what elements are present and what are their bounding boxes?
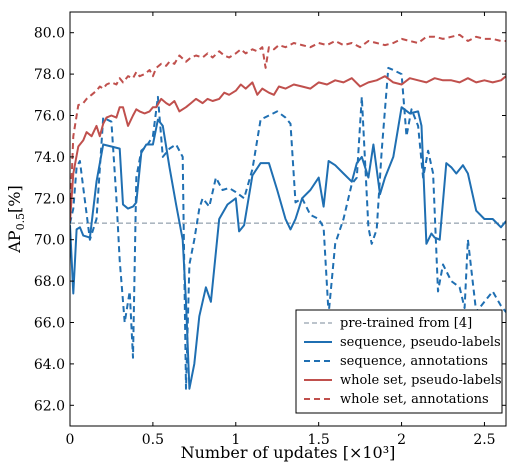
y-axis-title-unit: [%] [5, 185, 24, 213]
x-axis-title: Number of updates [×10³] [181, 443, 396, 462]
series-line-4 [70, 75, 506, 222]
x-tick-label: 2.5 [473, 432, 495, 448]
legend-label-5: whole set, annotations [340, 392, 489, 407]
legend-label-1: pre-trained from [4] [340, 316, 472, 331]
y-tick-label: 62.0 [34, 398, 65, 414]
y-axis-title-main: AP [5, 230, 24, 254]
plot-area-frame [69, 11, 507, 427]
x-tick-label: 1.5 [308, 432, 330, 448]
y-tick-label: 72.0 [34, 191, 65, 207]
legend-label-2: sequence, pseudo-labels [340, 335, 501, 350]
series-line-5 [70, 33, 506, 220]
series-line-3 [70, 66, 506, 390]
y-tick-label: 66.0 [34, 316, 65, 332]
legend: pre-trained from [4] sequence, pseudo-lab… [295, 309, 503, 414]
legend-box [295, 309, 503, 414]
y-tick-label: 78.0 [34, 67, 65, 83]
x-tick-label: 1 [231, 432, 240, 448]
series-line-2 [70, 106, 506, 390]
y-tick-label: 64.0 [34, 357, 65, 373]
legend-label-4: whole set, pseudo-labels [340, 373, 502, 388]
y-tick-label: 68.0 [34, 274, 65, 290]
y-axis-title-subscript: 0.5 [14, 213, 27, 231]
series-layer [70, 33, 506, 390]
y-tick-label: 76.0 [34, 109, 65, 125]
axis-ticks: 0 0.5 1 1.5 2 2.5 62.0 64.0 66.0 68.0 70.0 72.0 74.0… [34, 12, 506, 448]
x-tick-label: 0.5 [142, 432, 164, 448]
y-tick-label: 70.0 [34, 233, 65, 249]
y-axis-title: AP0.5[%] [5, 185, 27, 254]
legend-label-3: sequence, annotations [340, 354, 488, 369]
y-tick-label: 80.0 [34, 26, 65, 42]
y-tick-label: 74.0 [34, 150, 65, 166]
x-tick-label: 0 [66, 432, 75, 448]
x-tick-label: 2 [397, 432, 406, 448]
